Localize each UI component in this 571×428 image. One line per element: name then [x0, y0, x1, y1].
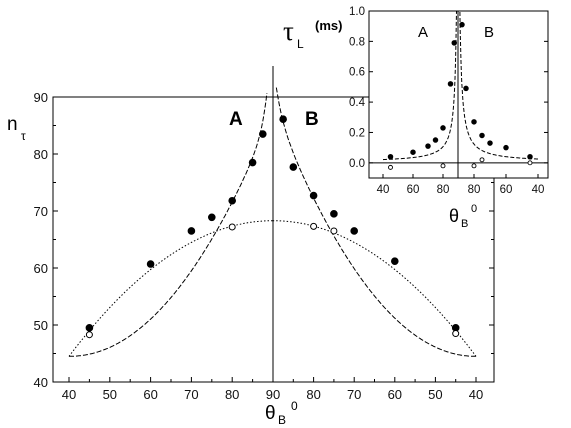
inset-region-label-b: B [484, 24, 494, 41]
inset-x-axis-label-sub: B [461, 218, 468, 230]
inset-fit-curve-a [383, 10, 458, 161]
inset-title-unit: (ms) [315, 18, 342, 33]
data-point-filled [309, 191, 318, 200]
y-axis-label-sub: τ [21, 129, 26, 143]
x-tick-label: 40 [469, 387, 483, 402]
data-point-filled [330, 210, 338, 218]
inset-point-filled [432, 137, 439, 143]
inset-point-open [440, 163, 446, 169]
y-axis-label: n [7, 114, 18, 135]
inset-x-axis-label: θ [449, 206, 459, 226]
inset-point-filled [503, 144, 509, 151]
data-point-filled [289, 163, 298, 171]
inset-x-tick-label: 40 [377, 184, 390, 196]
inset-chart: 40 60 80 80 60 400.00.20.40.60.81.0A Bτ L(ms)θ B… [283, 6, 549, 230]
inset-point-filled [447, 81, 454, 87]
inset-y-tick-label: 0.4 [349, 97, 366, 109]
x-tick-label: 50 [428, 387, 442, 402]
inset-title-sub: L [297, 37, 304, 51]
x-tick-label: 40 [62, 387, 76, 402]
inset-point-filled [387, 153, 394, 160]
inset-region-label-a: A [418, 24, 428, 41]
inset-y-tick-label: 0.2 [349, 127, 365, 139]
y-tick-label: 50 [34, 318, 48, 333]
region-label-a: A [229, 109, 243, 130]
x-tick-label: 60 [388, 387, 402, 402]
data-point-filled [259, 130, 267, 138]
inset-point-filled [459, 21, 465, 28]
y-tick-label: 40 [34, 375, 48, 390]
x-tick-label: 90 [266, 387, 280, 402]
inset-y-tick-label: 1.0 [349, 6, 365, 18]
data-point-filled [208, 213, 216, 222]
inset-title: τ [283, 16, 294, 46]
x-axis-label-sup: 0 [291, 399, 298, 413]
fit-curve-dotted-b [273, 220, 477, 357]
x-axis-label-sub: B [278, 413, 286, 427]
data-point-filled [391, 257, 399, 265]
data-point-filled [350, 227, 359, 235]
inset-y-tick-label: 0.6 [349, 67, 365, 79]
y-tick-label: 90 [34, 90, 48, 105]
inset-x-tick-label: 60 [500, 184, 513, 196]
x-tick-label: 70 [347, 387, 361, 402]
data-point-filled [228, 196, 236, 205]
inset-point-filled [440, 125, 446, 131]
inset-x-tick-label: 60 [407, 184, 420, 196]
data-point-filled [146, 260, 155, 268]
inset-point-open [479, 157, 485, 163]
inset-point-open [388, 164, 393, 170]
data-point-open [310, 222, 318, 230]
y-tick-label: 80 [34, 147, 48, 162]
data-point-filled [279, 115, 287, 124]
data-point-open [330, 227, 338, 235]
fit-curve-dashed-b [275, 85, 476, 357]
inset-point-open [471, 163, 477, 169]
fit-curve-dotted-a [68, 220, 273, 357]
inset-point-filled [479, 132, 485, 139]
x-tick-label: 60 [143, 387, 157, 402]
inset-x-tick-label: 80 [437, 184, 450, 196]
inset-x-tick-label: 40 [532, 184, 545, 196]
inset-point-filled [487, 140, 493, 146]
inset-point-filled [410, 149, 416, 155]
x-tick-label: 50 [103, 387, 117, 402]
inset-point-open [527, 160, 533, 166]
inset-point-filled [451, 40, 458, 46]
inset-point-filled [527, 153, 533, 160]
data-point-filled [85, 324, 94, 332]
x-tick-label: 80 [306, 387, 320, 402]
data-point-filled [248, 158, 257, 167]
inset-x-tick-label: 80 [468, 184, 481, 196]
y-tick-label: 60 [34, 261, 48, 276]
data-point-open [228, 223, 236, 231]
y-tick-label: 70 [34, 204, 48, 219]
inset-x-axis-label-sup: 0 [471, 203, 477, 215]
data-point-filled [187, 227, 196, 235]
inset-fit-curve-b [459, 10, 538, 160]
x-tick-label: 80 [225, 387, 239, 402]
x-tick-label: 70 [184, 387, 198, 402]
inset-point-filled [463, 85, 469, 92]
inset-y-tick-label: 0.0 [349, 158, 365, 170]
data-point-open [452, 330, 460, 338]
x-axis-label: θ [265, 403, 276, 424]
inset-point-filled [425, 143, 431, 149]
inset-y-tick-label: 0.8 [349, 36, 365, 48]
data-point-open [85, 331, 93, 339]
region-label-b: B [305, 109, 319, 130]
inset-point-filled [471, 119, 477, 125]
